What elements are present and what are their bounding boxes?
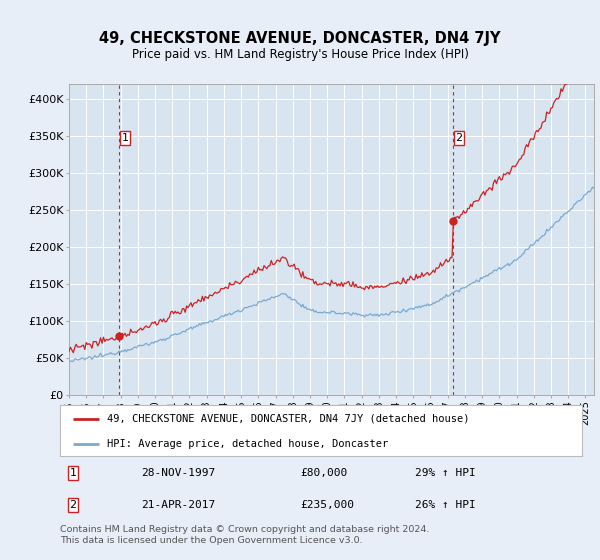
Text: 29% ↑ HPI: 29% ↑ HPI bbox=[415, 468, 476, 478]
Text: 49, CHECKSTONE AVENUE, DONCASTER, DN4 7JY (detached house): 49, CHECKSTONE AVENUE, DONCASTER, DN4 7J… bbox=[107, 414, 469, 424]
Text: 2: 2 bbox=[70, 500, 77, 510]
Text: 26% ↑ HPI: 26% ↑ HPI bbox=[415, 500, 476, 510]
Text: Contains HM Land Registry data © Crown copyright and database right 2024.
This d: Contains HM Land Registry data © Crown c… bbox=[60, 525, 430, 545]
Text: £235,000: £235,000 bbox=[300, 500, 354, 510]
Text: HPI: Average price, detached house, Doncaster: HPI: Average price, detached house, Donc… bbox=[107, 438, 388, 449]
Text: £80,000: £80,000 bbox=[300, 468, 347, 478]
Text: 1: 1 bbox=[122, 133, 128, 143]
Text: 1: 1 bbox=[70, 468, 77, 478]
Text: 21-APR-2017: 21-APR-2017 bbox=[141, 500, 215, 510]
Text: 28-NOV-1997: 28-NOV-1997 bbox=[141, 468, 215, 478]
Text: 49, CHECKSTONE AVENUE, DONCASTER, DN4 7JY: 49, CHECKSTONE AVENUE, DONCASTER, DN4 7J… bbox=[99, 31, 501, 46]
Text: 2: 2 bbox=[455, 133, 463, 143]
Text: Price paid vs. HM Land Registry's House Price Index (HPI): Price paid vs. HM Land Registry's House … bbox=[131, 48, 469, 60]
